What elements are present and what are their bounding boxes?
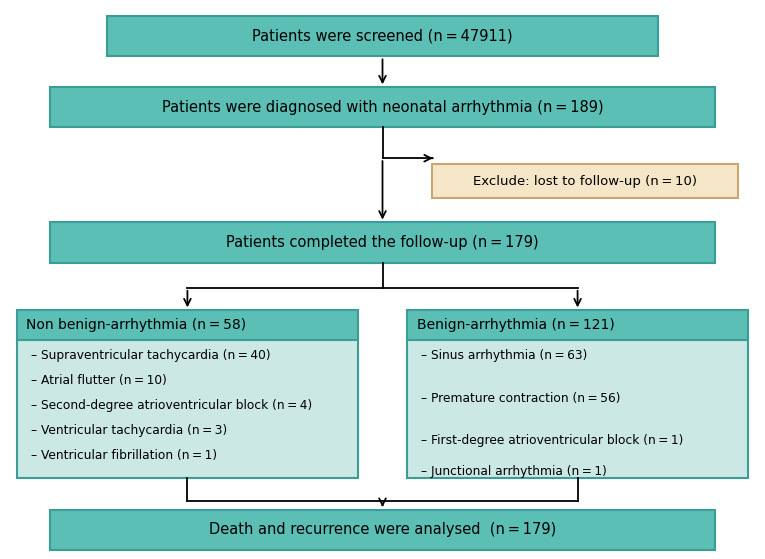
Text: Benign-arrhythmia (n = 121): Benign-arrhythmia (n = 121) [416, 318, 614, 333]
Text: – Supraventricular tachycardia (n = 40): – Supraventricular tachycardia (n = 40) [31, 349, 271, 362]
Bar [17, 310, 358, 478]
Text: – Premature contraction (n = 56): – Premature contraction (n = 56) [421, 392, 620, 405]
Text: – Atrial flutter (n = 10): – Atrial flutter (n = 10) [31, 374, 167, 387]
Text: – Ventricular tachycardia (n = 3): – Ventricular tachycardia (n = 3) [31, 424, 227, 437]
FancyBboxPatch shape [432, 164, 738, 198]
Bar [407, 340, 747, 478]
Bar [17, 310, 358, 340]
Text: Patients were diagnosed with neonatal arrhythmia (n = 189): Patients were diagnosed with neonatal ar… [161, 100, 604, 115]
Text: – Ventricular fibrillation (n = 1): – Ventricular fibrillation (n = 1) [31, 449, 217, 462]
Text: – Junctional arrhythmia (n = 1): – Junctional arrhythmia (n = 1) [421, 465, 607, 478]
Text: Non benign-arrhythmia (n = 58): Non benign-arrhythmia (n = 58) [26, 318, 246, 333]
FancyBboxPatch shape [50, 510, 715, 550]
FancyBboxPatch shape [50, 222, 715, 263]
Bar [407, 310, 747, 478]
Text: – Sinus arrhythmia (n = 63): – Sinus arrhythmia (n = 63) [421, 349, 588, 362]
Text: Patients completed the follow-up (n = 179): Patients completed the follow-up (n = 17… [226, 235, 539, 250]
FancyBboxPatch shape [50, 87, 715, 127]
Bar [17, 340, 358, 478]
Text: Exclude: lost to follow-up (n = 10): Exclude: lost to follow-up (n = 10) [474, 174, 697, 188]
Text: Death and recurrence were analysed  (n = 179): Death and recurrence were analysed (n = … [209, 523, 556, 537]
Bar [407, 310, 747, 340]
FancyBboxPatch shape [107, 16, 658, 56]
Text: Patients were screened (n = 47911): Patients were screened (n = 47911) [252, 29, 513, 44]
Text: – First-degree atrioventricular block (n = 1): – First-degree atrioventricular block (n… [421, 434, 683, 447]
Text: – Second-degree atrioventricular block (n = 4): – Second-degree atrioventricular block (… [31, 399, 312, 412]
